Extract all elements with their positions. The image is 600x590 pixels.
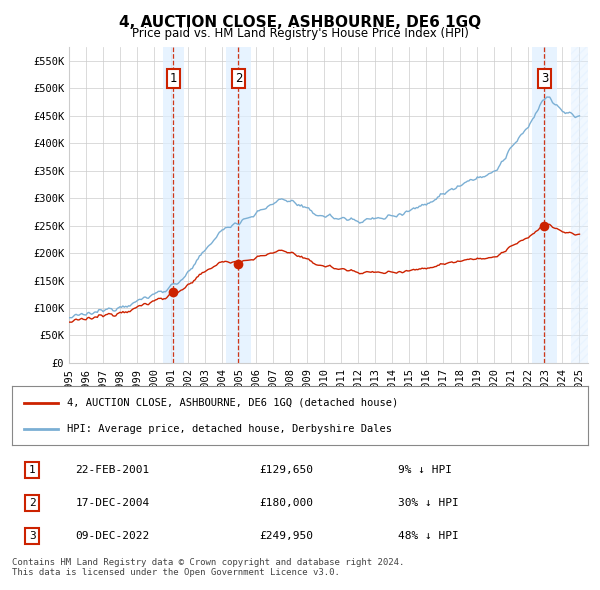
Text: 3: 3 <box>29 531 35 541</box>
Text: 1: 1 <box>29 465 35 475</box>
Text: Contains HM Land Registry data © Crown copyright and database right 2024.
This d: Contains HM Land Registry data © Crown c… <box>12 558 404 577</box>
Text: 9% ↓ HPI: 9% ↓ HPI <box>398 465 452 475</box>
Text: 30% ↓ HPI: 30% ↓ HPI <box>398 498 458 508</box>
Text: 4, AUCTION CLOSE, ASHBOURNE, DE6 1GQ (detached house): 4, AUCTION CLOSE, ASHBOURNE, DE6 1GQ (de… <box>67 398 398 408</box>
Text: £249,950: £249,950 <box>260 531 314 541</box>
Bar <box>163 47 184 363</box>
Text: £129,650: £129,650 <box>260 465 314 475</box>
Bar <box>532 47 557 363</box>
Text: 2: 2 <box>235 72 242 86</box>
Text: 48% ↓ HPI: 48% ↓ HPI <box>398 531 458 541</box>
Text: 22-FEB-2001: 22-FEB-2001 <box>76 465 149 475</box>
Text: 17-DEC-2004: 17-DEC-2004 <box>76 498 149 508</box>
Bar <box>226 47 251 363</box>
Text: 3: 3 <box>541 72 548 86</box>
Text: 2: 2 <box>29 498 35 508</box>
Text: Price paid vs. HM Land Registry's House Price Index (HPI): Price paid vs. HM Land Registry's House … <box>131 27 469 40</box>
Text: 09-DEC-2022: 09-DEC-2022 <box>76 531 149 541</box>
Text: HPI: Average price, detached house, Derbyshire Dales: HPI: Average price, detached house, Derb… <box>67 424 392 434</box>
Text: £180,000: £180,000 <box>260 498 314 508</box>
Bar <box>571 47 588 363</box>
Text: 1: 1 <box>170 72 177 86</box>
Text: 4, AUCTION CLOSE, ASHBOURNE, DE6 1GQ: 4, AUCTION CLOSE, ASHBOURNE, DE6 1GQ <box>119 15 481 30</box>
